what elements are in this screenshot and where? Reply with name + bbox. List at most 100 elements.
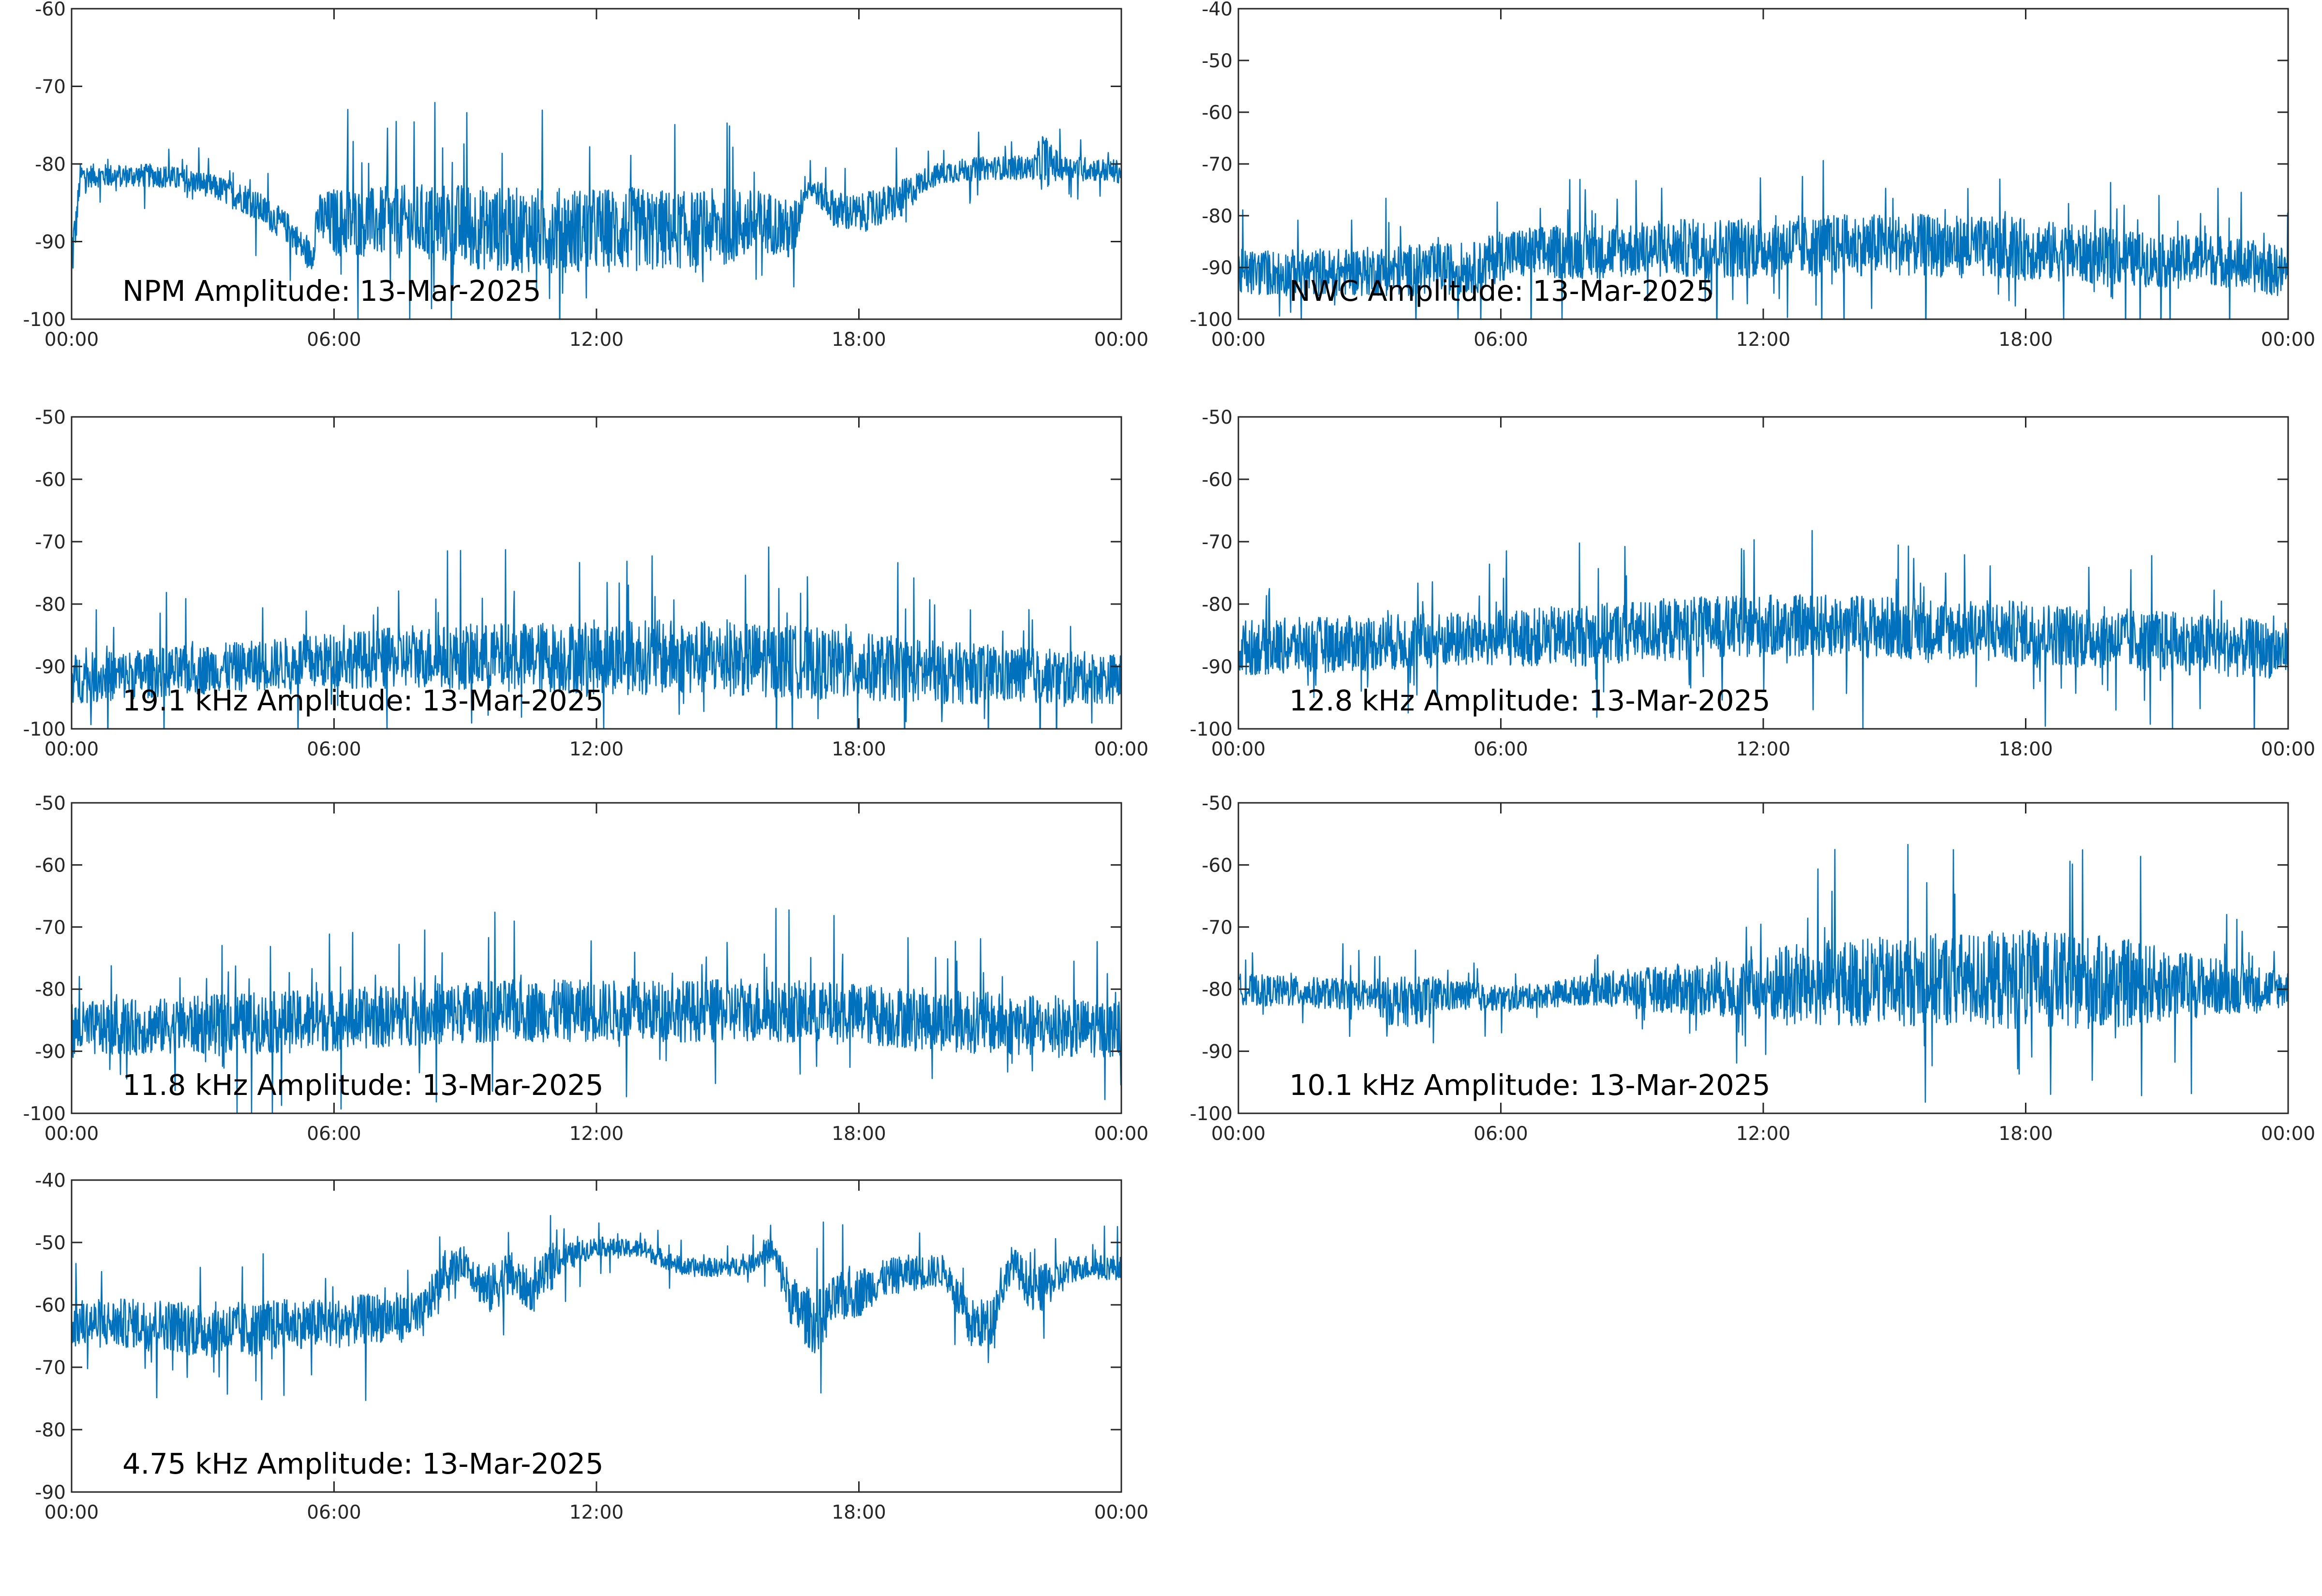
y-tick-label: -100 — [1190, 719, 1233, 740]
series-line — [72, 1215, 1121, 1401]
y-tick-label: -90 — [1202, 656, 1233, 678]
y-tick-label: -50 — [1202, 50, 1233, 72]
y-tick-label: -100 — [23, 309, 66, 331]
y-tick-label: -50 — [1202, 407, 1233, 429]
x-tick-label: 06:00 — [1474, 1123, 1528, 1145]
y-tick-label: -90 — [35, 1041, 66, 1063]
x-tick-label: 00:00 — [1094, 1123, 1148, 1145]
y-tick-label: -40 — [35, 1170, 66, 1192]
series-line — [72, 908, 1121, 1113]
x-tick-label: 00:00 — [1094, 1502, 1148, 1523]
y-tick-label: -90 — [1202, 1041, 1233, 1063]
y-tick-label: -80 — [1202, 979, 1233, 1001]
y-tick-label: -70 — [1202, 917, 1233, 939]
y-tick-label: -80 — [1202, 206, 1233, 227]
panel-annotation: NPM Amplitude: 13-Mar-2025 — [122, 274, 541, 308]
y-tick-label: -50 — [35, 407, 66, 429]
y-tick-label: -100 — [23, 1103, 66, 1125]
x-tick-label: 00:00 — [1094, 739, 1148, 760]
y-tick-label: -100 — [1190, 309, 1233, 331]
x-tick-label: 12:00 — [1736, 739, 1790, 760]
x-tick-label: 00:00 — [45, 329, 99, 351]
y-tick-label: -70 — [1202, 532, 1233, 553]
y-tick-label: -70 — [35, 917, 66, 939]
y-tick-label: -70 — [1202, 154, 1233, 176]
y-tick-label: -60 — [35, 855, 66, 876]
x-tick-label: 06:00 — [307, 1502, 361, 1523]
panel-annotation: 4.75 kHz Amplitude: 13-Mar-2025 — [122, 1447, 604, 1480]
x-tick-label: 06:00 — [1474, 329, 1528, 351]
x-tick-label: 00:00 — [2261, 739, 2315, 760]
panel-annotation: 10.1 kHz Amplitude: 13-Mar-2025 — [1289, 1068, 1771, 1102]
y-tick-label: -80 — [35, 154, 66, 176]
panel-annotation: 11.8 kHz Amplitude: 13-Mar-2025 — [122, 1068, 604, 1102]
y-tick-label: -90 — [35, 656, 66, 678]
y-tick-label: -60 — [1202, 855, 1233, 876]
x-tick-label: 00:00 — [2261, 1123, 2315, 1145]
y-tick-label: -80 — [35, 979, 66, 1001]
y-tick-label: -70 — [35, 76, 66, 98]
y-tick-label: -80 — [1202, 594, 1233, 616]
y-tick-label: -40 — [1202, 0, 1233, 20]
x-tick-label: 06:00 — [307, 739, 361, 760]
panel-annotation: NWC Amplitude: 13-Mar-2025 — [1289, 274, 1714, 308]
y-tick-label: -50 — [35, 1232, 66, 1254]
x-tick-label: 12:00 — [569, 739, 624, 760]
x-tick-label: 00:00 — [1094, 329, 1148, 351]
x-tick-label: 00:00 — [1211, 1123, 1265, 1145]
x-tick-label: 00:00 — [45, 739, 99, 760]
y-tick-label: -50 — [35, 793, 66, 814]
x-tick-label: 12:00 — [1736, 1123, 1790, 1145]
series-line — [1238, 160, 2288, 319]
x-tick-label: 00:00 — [2261, 329, 2315, 351]
y-tick-label: -90 — [1202, 257, 1233, 279]
x-tick-label: 18:00 — [832, 329, 886, 351]
series-line — [1238, 844, 2288, 1103]
series-line — [1238, 530, 2288, 729]
y-tick-label: -80 — [35, 1419, 66, 1441]
x-tick-label: 06:00 — [307, 329, 361, 351]
series-line — [72, 102, 1121, 319]
x-tick-label: 00:00 — [1211, 739, 1265, 760]
x-tick-label: 00:00 — [1211, 329, 1265, 351]
y-tick-label: -60 — [1202, 102, 1233, 124]
y-tick-label: -70 — [35, 532, 66, 553]
series-line — [72, 547, 1121, 729]
panel-annotation: 19.1 kHz Amplitude: 13-Mar-2025 — [122, 684, 604, 717]
y-tick-label: -70 — [35, 1357, 66, 1379]
y-tick-label: -50 — [1202, 793, 1233, 814]
x-tick-label: 18:00 — [1998, 329, 2053, 351]
x-tick-label: 12:00 — [569, 1123, 624, 1145]
axes-frame — [71, 802, 1122, 1114]
x-tick-label: 18:00 — [1998, 1123, 2053, 1145]
axes-frame — [71, 8, 1122, 320]
x-tick-label: 06:00 — [307, 1123, 361, 1145]
y-tick-label: -60 — [35, 1295, 66, 1316]
y-tick-label: -80 — [35, 594, 66, 616]
panel-annotation: 12.8 kHz Amplitude: 13-Mar-2025 — [1289, 684, 1771, 717]
y-tick-label: -60 — [35, 469, 66, 491]
x-tick-label: 18:00 — [832, 739, 886, 760]
x-tick-label: 12:00 — [1736, 329, 1790, 351]
x-tick-label: 06:00 — [1474, 739, 1528, 760]
x-tick-label: 00:00 — [45, 1123, 99, 1145]
y-tick-label: -60 — [1202, 469, 1233, 491]
y-tick-label: -100 — [23, 719, 66, 740]
y-tick-label: -60 — [35, 0, 66, 20]
y-tick-label: -90 — [35, 232, 66, 253]
x-tick-label: 18:00 — [832, 1123, 886, 1145]
x-tick-label: 18:00 — [1998, 739, 2053, 760]
x-tick-label: 12:00 — [569, 329, 624, 351]
x-tick-label: 00:00 — [45, 1502, 99, 1523]
x-tick-label: 18:00 — [832, 1502, 886, 1523]
axes-frame — [1237, 8, 2289, 320]
y-tick-label: -100 — [1190, 1103, 1233, 1125]
y-tick-label: -90 — [35, 1482, 66, 1504]
